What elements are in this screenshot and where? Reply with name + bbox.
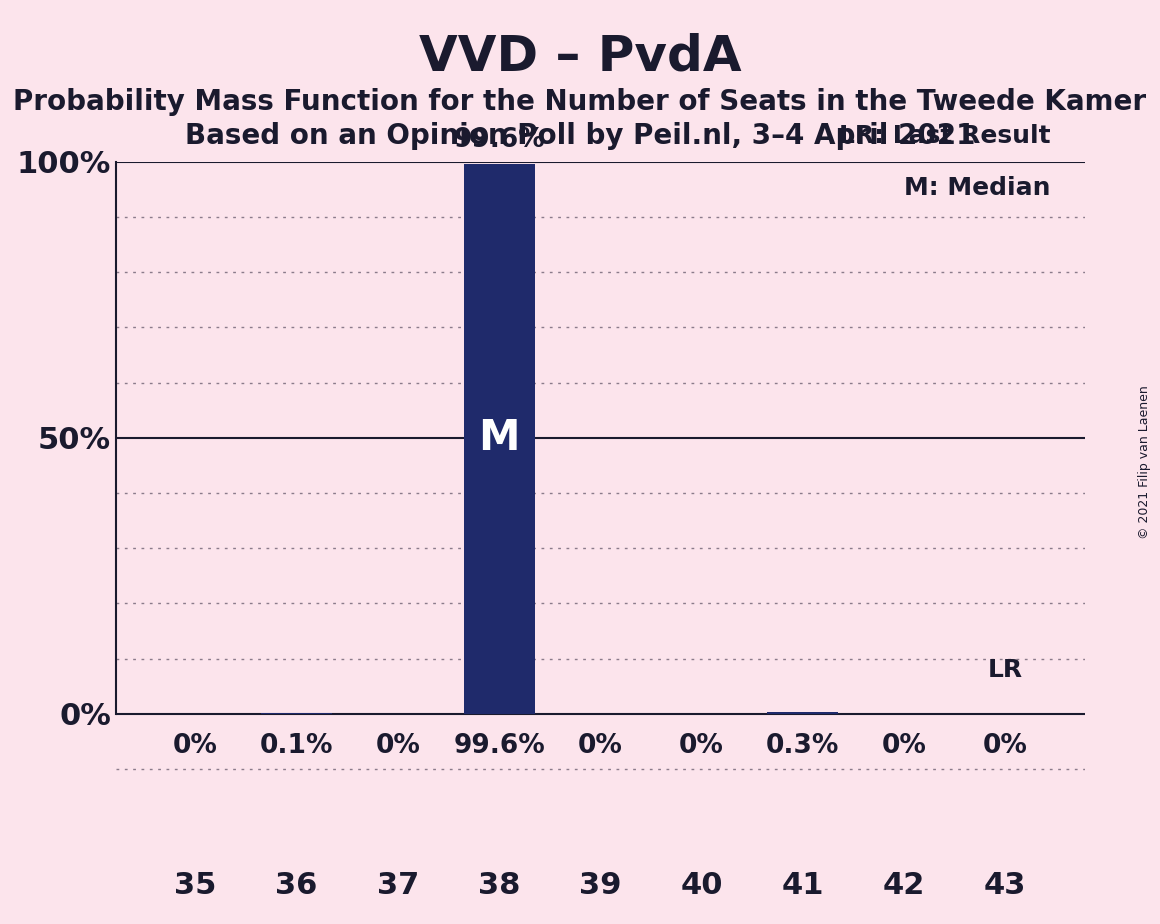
Text: Based on an Opinion Poll by Peil.nl, 3–4 April 2021: Based on an Opinion Poll by Peil.nl, 3–4…	[184, 122, 976, 150]
Text: M: Median: M: Median	[904, 176, 1051, 200]
Text: LR: LR	[987, 658, 1023, 682]
Bar	[767, 712, 839, 713]
Text: 0%: 0%	[376, 733, 420, 760]
Text: 0.1%: 0.1%	[260, 733, 333, 760]
Text: 0%: 0%	[983, 733, 1028, 760]
Text: M: M	[478, 417, 520, 458]
Text: LR: Last Result: LR: Last Result	[839, 124, 1051, 148]
Text: 0%: 0%	[578, 733, 623, 760]
Text: 99.6%: 99.6%	[454, 733, 545, 760]
Text: Probability Mass Function for the Number of Seats in the Tweede Kamer: Probability Mass Function for the Number…	[14, 88, 1146, 116]
Text: VVD – PvdA: VVD – PvdA	[419, 32, 741, 80]
Bar	[464, 164, 535, 713]
Text: 0%: 0%	[882, 733, 927, 760]
Text: 0%: 0%	[679, 733, 724, 760]
Text: 0.3%: 0.3%	[766, 733, 840, 760]
Text: 0%: 0%	[173, 733, 218, 760]
Text: © 2021 Filip van Laenen: © 2021 Filip van Laenen	[1138, 385, 1151, 539]
Text: 99.6%: 99.6%	[454, 128, 545, 153]
